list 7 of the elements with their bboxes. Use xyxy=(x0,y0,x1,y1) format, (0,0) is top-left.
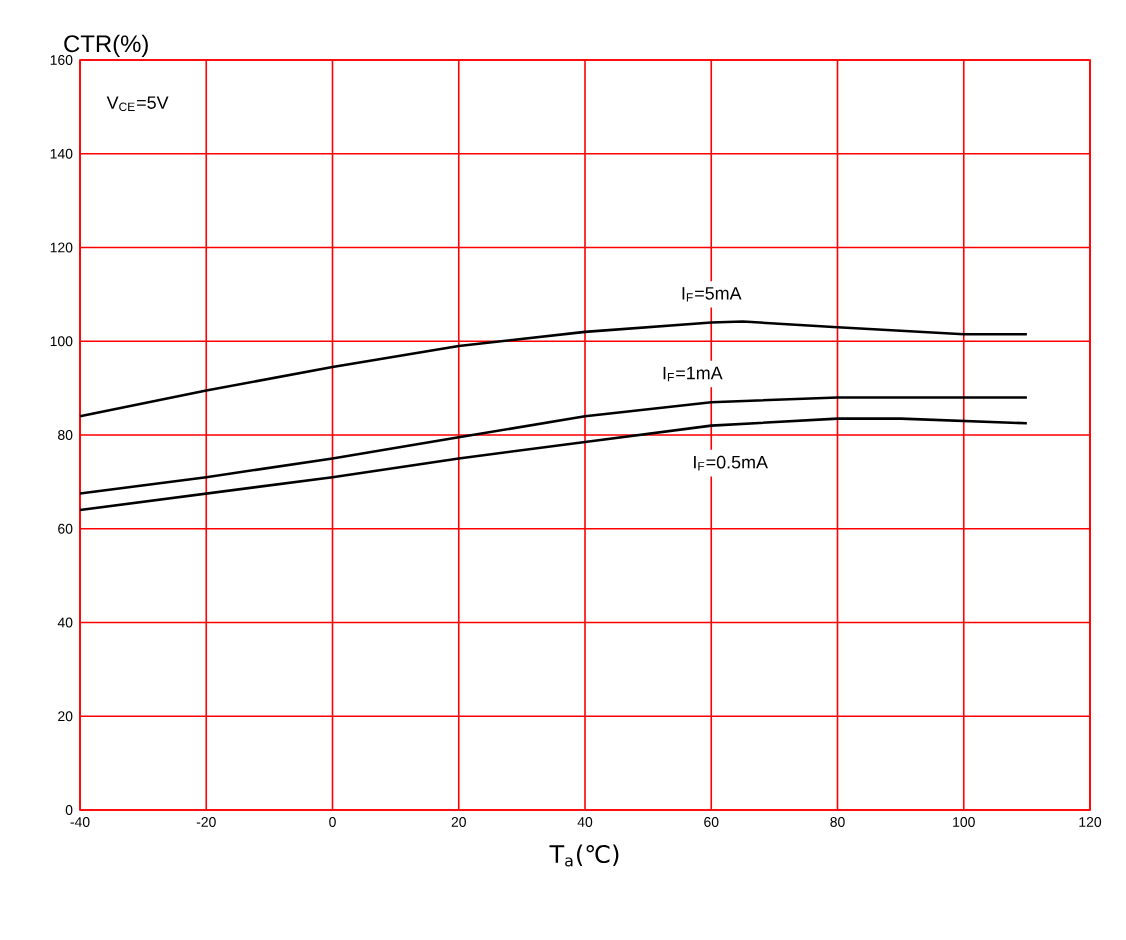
x-axis-title: T$_{a}$(℃) xyxy=(549,844,619,867)
annotation: V$_{CE}$=5V xyxy=(106,96,169,112)
series-label: I$_{F}$=0.5mA xyxy=(694,455,768,471)
y-axis-title: CTR(%) xyxy=(64,34,148,57)
series-label: I$_{F}$=5mA xyxy=(682,287,742,302)
series-label: I$_{F}$=1mA xyxy=(663,366,723,382)
line-series xyxy=(78,320,1029,418)
